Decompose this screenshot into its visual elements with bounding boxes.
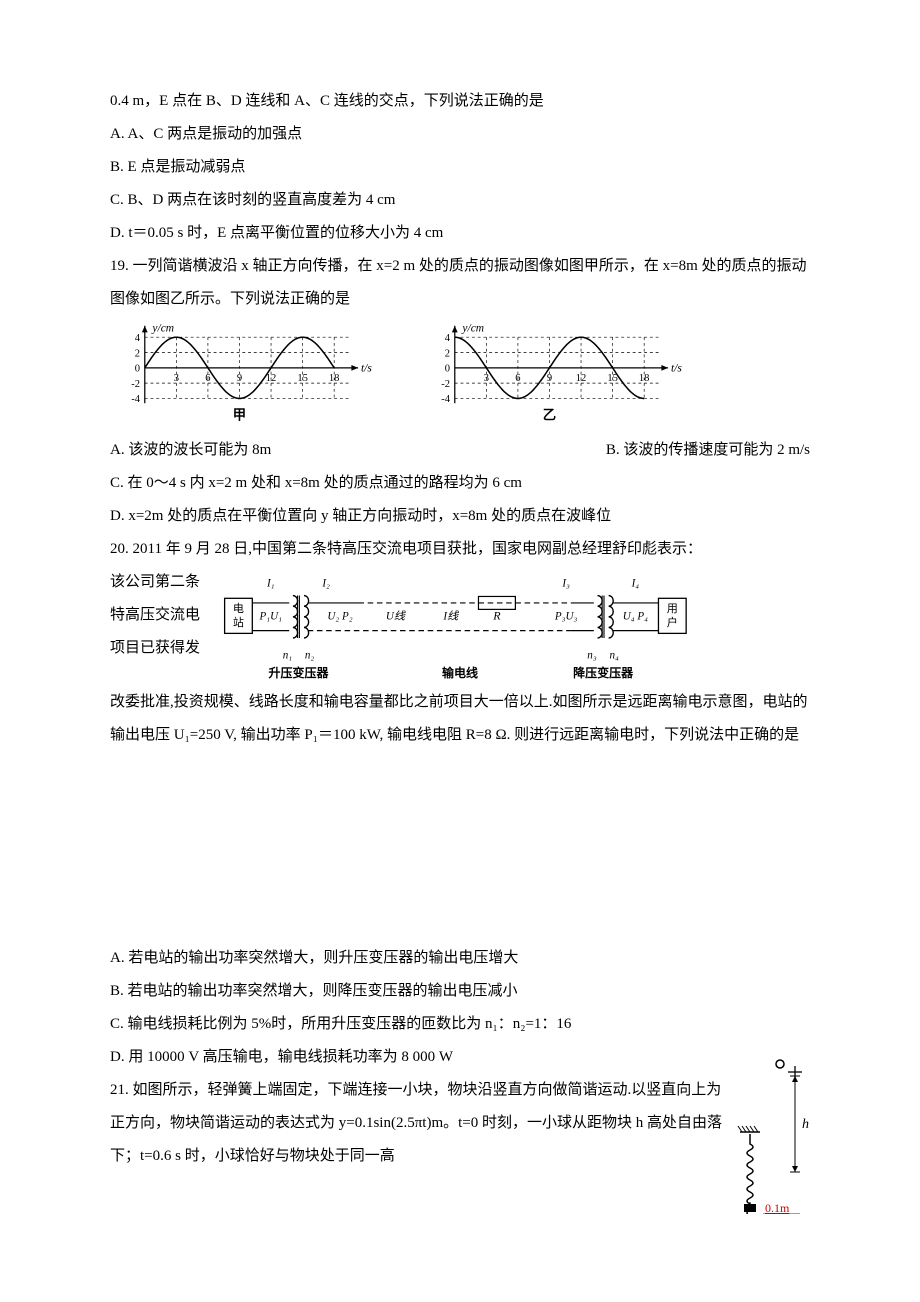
q20-circuit: 电站 I₁ P₁U₁ n₁ n₂ 升压变压器 I₂ U₂ P₂ U线 I线 R 输电线 I₃ P₃U₃ n₃… (220, 566, 700, 686)
svg-text:2: 2 (445, 348, 450, 359)
svg-text:2: 2 (135, 348, 140, 359)
q18-optA: A. A、C 两点是振动的加强点 (110, 118, 810, 151)
svg-text:-4: -4 (131, 394, 141, 405)
svg-text:-2: -2 (441, 379, 450, 390)
svg-text:n₄: n₄ (609, 649, 619, 661)
svg-text:12: 12 (576, 373, 587, 384)
svg-text:P₃U₃: P₃U₃ (554, 611, 578, 623)
q21-block: h0.1m 21. 如图所示，轻弹簧上端固定，下端连接一小块，物块沿竖直方向做简… (110, 1074, 810, 1173)
q20-stem2: 改委批准,投资规模、线路长度和输电容量都比之前项目大一倍以上.如图所示是远距离输… (110, 686, 810, 752)
q20-optD: D. 用 10000 V 高压输电，输电线损耗功率为 8 000 W (110, 1041, 810, 1074)
q21-stem: 21. 如图所示，轻弹簧上端固定，下端连接一小块，物块沿竖直方向做简谐运动.以竖… (110, 1074, 810, 1173)
q19-optC: C. 在 0～4 s 内 x=2 m 处和 x=8m 处的质点通过的路程均为 6… (110, 467, 810, 500)
svg-text:站: 站 (233, 615, 244, 629)
svg-text:15: 15 (607, 373, 618, 384)
svg-text:乙: 乙 (543, 407, 556, 422)
q18-optD: D. t＝0.05 s 时，E 点离平衡位置的位移大小为 4 cm (110, 217, 810, 250)
svg-text:3: 3 (174, 373, 179, 384)
svg-text:n₁: n₁ (283, 649, 293, 661)
svg-text:电: 电 (233, 602, 244, 615)
svg-text:4: 4 (445, 333, 451, 344)
q19-optD: D. x=2m 处的质点在平衡位置向 y 轴正方向振动时，x=8m 处的质点在波… (110, 500, 810, 533)
svg-text:0.1m: 0.1m (765, 1201, 790, 1214)
svg-text:18: 18 (329, 373, 340, 384)
svg-text:甲: 甲 (233, 407, 246, 422)
svg-text:15: 15 (297, 373, 308, 384)
svg-text:0: 0 (445, 364, 450, 375)
svg-text:t/s: t/s (671, 363, 682, 375)
q21-figure: h 0.1m (730, 1054, 810, 1214)
svg-text:t/s: t/s (361, 363, 372, 375)
q19-figure-left: -4 -2 0 2 4 3 6 9 12 15 18 y/cm t/s 甲 (110, 320, 390, 430)
q20-optC: C. 输电线损耗比例为 5%时，所用升压变压器的匝数比为 n₁：n₂=1：16 (110, 1008, 810, 1041)
q19-optB: B. 该波的传播速度可能为 2 m/s (606, 434, 810, 467)
svg-text:y/cm: y/cm (461, 322, 484, 334)
svg-text:4: 4 (135, 333, 141, 344)
svg-text:户: 户 (667, 615, 678, 629)
svg-text:U₂ P₂: U₂ P₂ (327, 611, 352, 623)
q20-left-1: 特高压交流电 (110, 599, 210, 632)
svg-text:R: R (492, 609, 501, 623)
svg-text:输电线: 输电线 (442, 665, 478, 680)
svg-text:6: 6 (515, 373, 520, 384)
q18-optC: C. B、D 两点在该时刻的竖直高度差为 4 cm (110, 184, 810, 217)
svg-text:降压变压器: 降压变压器 (573, 665, 634, 680)
q18-stem: 0.4 m，E 点在 B、D 连线和 A、C 连线的交点，下列说法正确的是 (110, 85, 810, 118)
svg-text:I线: I线 (442, 610, 459, 623)
svg-text:I₃: I₃ (561, 577, 570, 589)
svg-text:12: 12 (266, 373, 277, 384)
q19-optAB-row: A. 该波的波长可能为 8m B. 该波的传播速度可能为 2 m/s (110, 434, 810, 467)
q20-stem1: 20. 2011 年 9 月 28 日,中国第二条特高压交流电项目获批，国家电网… (110, 533, 810, 566)
svg-text:I₂: I₂ (321, 577, 330, 589)
q20-left-2: 项目已获得发 (110, 632, 210, 665)
svg-text:9: 9 (547, 373, 552, 384)
q19-figure-right: -4 -2 0 2 4 3 6 9 12 15 18 y/cm t/s 乙 (420, 320, 700, 430)
svg-text:n₃: n₃ (587, 649, 597, 661)
svg-text:n₂: n₂ (305, 649, 315, 661)
svg-text:9: 9 (237, 373, 242, 384)
svg-text:18: 18 (639, 373, 650, 384)
svg-text:y/cm: y/cm (151, 322, 174, 334)
q20-figure-wrap: 该公司第二条 特高压交流电 项目已获得发 电站 I₁ P₁U₁ n₁ n₂ 升压变压器 I₂… (110, 566, 810, 686)
page-gap (110, 752, 810, 942)
q19-figures: -4 -2 0 2 4 3 6 9 12 15 18 y/cm t/s 甲 -4 -2 0 2 4 3 6 9 12 15 1… (110, 320, 810, 430)
svg-text:-2: -2 (131, 379, 140, 390)
q19-stem: 19. 一列简谐横波沿 x 轴正方向传播，在 x=2 m 处的质点的振动图像如图… (110, 250, 810, 316)
svg-text:-4: -4 (441, 394, 451, 405)
svg-text:h: h (802, 1117, 809, 1132)
svg-text:用: 用 (667, 603, 678, 615)
svg-text:I₄: I₄ (631, 577, 640, 589)
svg-text:6: 6 (205, 373, 210, 384)
svg-text:P₁U₁: P₁U₁ (259, 611, 283, 623)
q20-optB: B. 若电站的输出功率突然增大，则降压变压器的输出电压减小 (110, 975, 810, 1008)
svg-text:0: 0 (135, 364, 140, 375)
svg-text:I₁: I₁ (266, 577, 275, 589)
svg-text:U₄ P₄: U₄ P₄ (623, 611, 648, 623)
q20-left-0: 该公司第二条 (110, 566, 210, 599)
svg-text:U线: U线 (386, 610, 406, 623)
q20-optA: A. 若电站的输出功率突然增大，则升压变压器的输出电压增大 (110, 942, 810, 975)
svg-text:3: 3 (484, 373, 489, 384)
q18-optB: B. E 点是振动减弱点 (110, 151, 810, 184)
q19-optA: A. 该波的波长可能为 8m (110, 434, 606, 467)
svg-text:升压变压器: 升压变压器 (268, 665, 329, 680)
